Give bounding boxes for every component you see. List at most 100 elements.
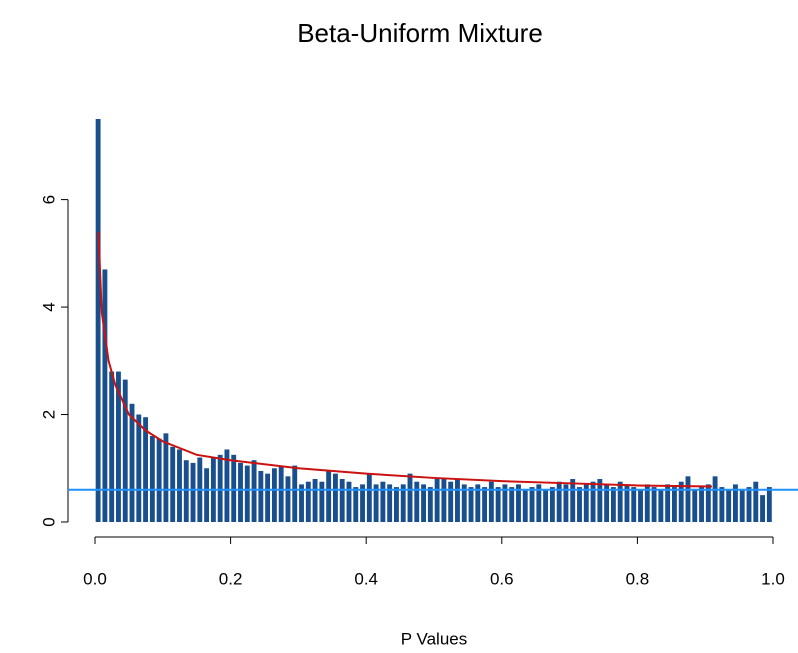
bar: [156, 438, 162, 522]
bar: [475, 484, 481, 522]
x-tick-label: 0.2: [219, 569, 243, 588]
bar: [502, 484, 508, 522]
bar: [244, 465, 250, 522]
x-tick-label: 0.6: [490, 569, 514, 588]
fitted-curve: [97, 231, 712, 488]
bar: [238, 462, 243, 522]
bar: [705, 484, 711, 522]
bar: [434, 479, 440, 522]
bar: [136, 414, 142, 522]
bar: [516, 484, 521, 522]
bar: [536, 484, 542, 522]
bar: [427, 487, 433, 522]
bar: [149, 436, 155, 522]
bar: [366, 473, 372, 522]
bar: [583, 484, 589, 522]
bar: [116, 371, 121, 522]
bar: [387, 484, 393, 522]
bar: [678, 481, 684, 522]
bar: [624, 484, 630, 522]
bar: [177, 449, 182, 522]
bar: [305, 481, 311, 522]
bar: [251, 460, 257, 522]
bar: [549, 487, 555, 522]
x-tick-label: 1.0: [761, 569, 785, 588]
bar: [719, 487, 725, 522]
bar: [163, 433, 169, 522]
bar: [265, 473, 271, 522]
bar: [671, 487, 677, 522]
bar: [190, 462, 196, 522]
bar: [644, 484, 650, 522]
bar: [610, 487, 616, 522]
y-tick-label: 2: [39, 410, 58, 419]
bar: [529, 487, 535, 522]
bar: [760, 495, 765, 522]
bar: [726, 489, 732, 522]
bar: [732, 484, 738, 522]
bar: [577, 487, 582, 522]
bar: [217, 454, 223, 522]
bar: [393, 487, 399, 522]
bar: [373, 484, 379, 522]
bar: [326, 470, 332, 522]
bar: [421, 484, 426, 522]
bar: [319, 481, 325, 522]
bar: [224, 449, 230, 522]
bar: [353, 487, 359, 522]
bar: [455, 479, 460, 522]
bar: [204, 468, 210, 522]
bar: [712, 476, 718, 522]
bar: [461, 484, 467, 522]
bar: [414, 481, 420, 522]
bar: [482, 487, 488, 522]
bar: [278, 465, 284, 522]
bar: [638, 489, 643, 522]
x-tick-label: 0.8: [626, 569, 650, 588]
bar: [339, 479, 345, 522]
bar: [617, 481, 623, 522]
bar: [448, 481, 454, 522]
bar: [556, 481, 562, 522]
y-tick-label: 6: [39, 195, 58, 204]
bar: [570, 479, 576, 522]
bar: [143, 417, 149, 522]
bar: [258, 470, 264, 522]
bar: [183, 460, 189, 522]
bar: [346, 481, 352, 522]
bar: [522, 489, 528, 522]
bar: [400, 484, 406, 522]
bar: [753, 481, 759, 522]
bar: [604, 484, 610, 522]
chart-title: Beta-Uniform Mixture: [297, 18, 543, 48]
bar: [746, 487, 752, 522]
bar: [685, 476, 691, 522]
bar: [590, 481, 596, 522]
bar: [271, 468, 277, 522]
bar: [692, 489, 698, 522]
bar: [488, 481, 494, 522]
x-tick-label: 0.4: [354, 569, 378, 588]
bar: [129, 403, 135, 522]
y-tick-label: 0: [39, 517, 58, 526]
bar: [102, 269, 108, 522]
bar: [658, 489, 664, 522]
x-tick-label: 0.0: [83, 569, 107, 588]
bar: [299, 484, 304, 522]
bar: [739, 489, 745, 522]
bar: [360, 484, 365, 522]
bar: [122, 379, 128, 522]
bar: [543, 489, 549, 522]
bar: [95, 119, 101, 522]
bar: [468, 487, 474, 522]
bar: [509, 487, 515, 522]
bar: [231, 454, 237, 522]
bar: [563, 484, 569, 522]
bar: [631, 487, 637, 522]
y-tick-label: 4: [39, 302, 58, 311]
bar: [699, 487, 704, 522]
bar: [312, 479, 318, 522]
bar: [766, 487, 772, 522]
bar: [407, 473, 413, 522]
